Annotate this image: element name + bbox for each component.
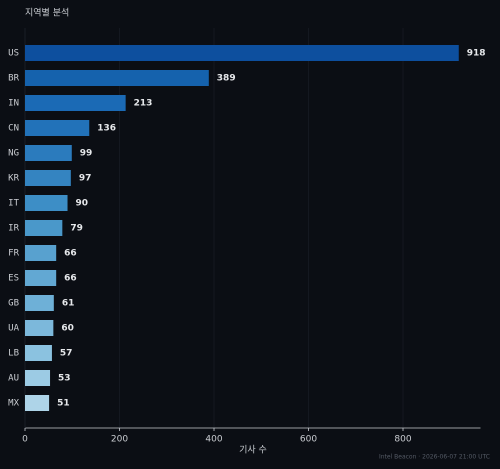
bar (25, 170, 71, 186)
value-label: 57 (60, 349, 73, 359)
value-label: 79 (70, 224, 83, 234)
value-label: 53 (58, 374, 71, 384)
bar (25, 345, 52, 361)
bar (25, 95, 126, 111)
value-label: 99 (80, 149, 93, 159)
bar (25, 220, 63, 236)
x-tick-label: 0 (22, 435, 28, 445)
x-tick-label: 400 (205, 435, 222, 445)
value-label: 66 (64, 249, 77, 259)
bar (25, 195, 68, 211)
bar (25, 45, 459, 61)
bar (25, 295, 54, 311)
value-label: 51 (57, 399, 70, 409)
value-label: 918 (467, 49, 486, 59)
value-label: 60 (61, 324, 74, 334)
chart-title: 지역별 분석 (25, 8, 69, 19)
bar (25, 395, 50, 411)
y-tick-label: UA (8, 324, 19, 334)
x-tick-label: 600 (300, 435, 317, 445)
bar (25, 320, 54, 336)
y-tick-label: IR (8, 224, 19, 234)
y-tick-label: BR (8, 74, 19, 84)
x-tick-label: 800 (394, 435, 411, 445)
y-tick-label: LB (8, 349, 19, 359)
bar (25, 270, 57, 286)
bar (25, 370, 51, 386)
y-tick-label: US (8, 49, 19, 59)
value-label: 213 (134, 99, 153, 109)
y-tick-label: GB (8, 299, 19, 309)
value-label: 97 (79, 174, 92, 184)
y-tick-label: FR (8, 249, 19, 259)
x-axis-label: 기사 수 (239, 445, 267, 456)
value-label: 61 (62, 299, 75, 309)
value-label: 136 (97, 124, 116, 134)
value-label: 389 (217, 74, 236, 84)
value-label: 90 (76, 199, 89, 209)
y-tick-label: NG (8, 149, 19, 159)
bar (25, 120, 90, 136)
y-tick-label: CN (8, 124, 19, 134)
footer: Intel Beacon · 2026-06-07 21:00 UTC (379, 454, 490, 461)
y-tick-label: IT (8, 199, 19, 209)
x-tick-label: 200 (111, 435, 128, 445)
y-tick-label: KR (8, 174, 19, 184)
bar (25, 145, 72, 161)
y-tick-label: AU (8, 374, 19, 384)
bar (25, 70, 209, 86)
y-tick-label: IN (8, 99, 19, 109)
y-tick-label: ES (8, 274, 19, 284)
value-label: 66 (64, 274, 77, 284)
bar (25, 245, 57, 261)
y-tick-label: MX (8, 399, 19, 409)
